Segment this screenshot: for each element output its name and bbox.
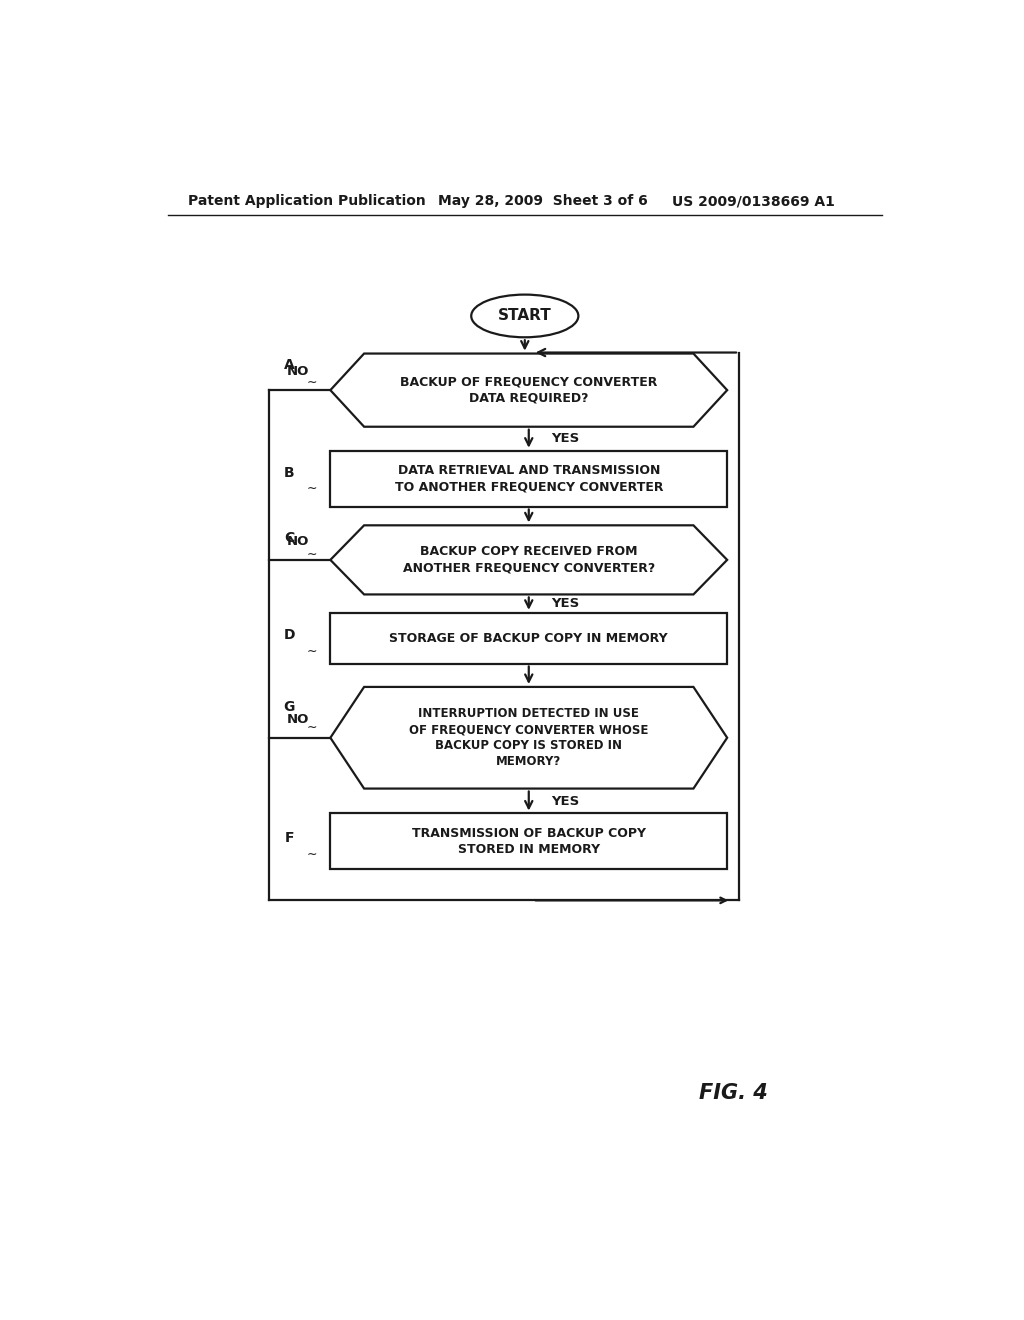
Text: ∼: ∼ [307, 849, 317, 861]
Text: May 28, 2009  Sheet 3 of 6: May 28, 2009 Sheet 3 of 6 [437, 194, 647, 209]
Text: YES: YES [551, 795, 580, 808]
Text: FIG. 4: FIG. 4 [699, 1084, 768, 1104]
Text: A: A [284, 358, 295, 372]
Text: G: G [284, 700, 295, 714]
Text: YES: YES [551, 432, 580, 445]
Text: NO: NO [287, 366, 309, 379]
Text: ∼: ∼ [307, 645, 317, 657]
Text: TRANSMISSION OF BACKUP COPY
STORED IN MEMORY: TRANSMISSION OF BACKUP COPY STORED IN ME… [412, 826, 646, 855]
Text: F: F [285, 832, 294, 845]
Text: ∼: ∼ [307, 721, 317, 734]
Text: STORAGE OF BACKUP COPY IN MEMORY: STORAGE OF BACKUP COPY IN MEMORY [389, 632, 668, 644]
Bar [331, 450, 727, 507]
Text: C: C [284, 531, 294, 545]
Text: START: START [498, 309, 552, 323]
Text: NO: NO [287, 713, 309, 726]
Text: D: D [284, 628, 295, 642]
Text: BACKUP COPY RECEIVED FROM
ANOTHER FREQUENCY CONVERTER?: BACKUP COPY RECEIVED FROM ANOTHER FREQUE… [402, 545, 655, 574]
Text: US 2009/0138669 A1: US 2009/0138669 A1 [672, 194, 835, 209]
Text: BACKUP OF FREQUENCY CONVERTER
DATA REQUIRED?: BACKUP OF FREQUENCY CONVERTER DATA REQUI… [400, 376, 657, 405]
Bar [331, 612, 727, 664]
Text: B: B [284, 466, 295, 480]
Text: ∼: ∼ [307, 375, 317, 388]
Text: YES: YES [551, 597, 580, 610]
Text: Patent Application Publication: Patent Application Publication [187, 194, 425, 209]
Text: ∼: ∼ [307, 548, 317, 561]
Text: DATA RETRIEVAL AND TRANSMISSION
TO ANOTHER FREQUENCY CONVERTER: DATA RETRIEVAL AND TRANSMISSION TO ANOTH… [394, 465, 663, 494]
Bar [331, 813, 727, 870]
Text: NO: NO [287, 535, 309, 548]
Text: INTERRUPTION DETECTED IN USE
OF FREQUENCY CONVERTER WHOSE
BACKUP COPY IS STORED : INTERRUPTION DETECTED IN USE OF FREQUENC… [409, 708, 648, 768]
Text: ∼: ∼ [307, 482, 317, 495]
